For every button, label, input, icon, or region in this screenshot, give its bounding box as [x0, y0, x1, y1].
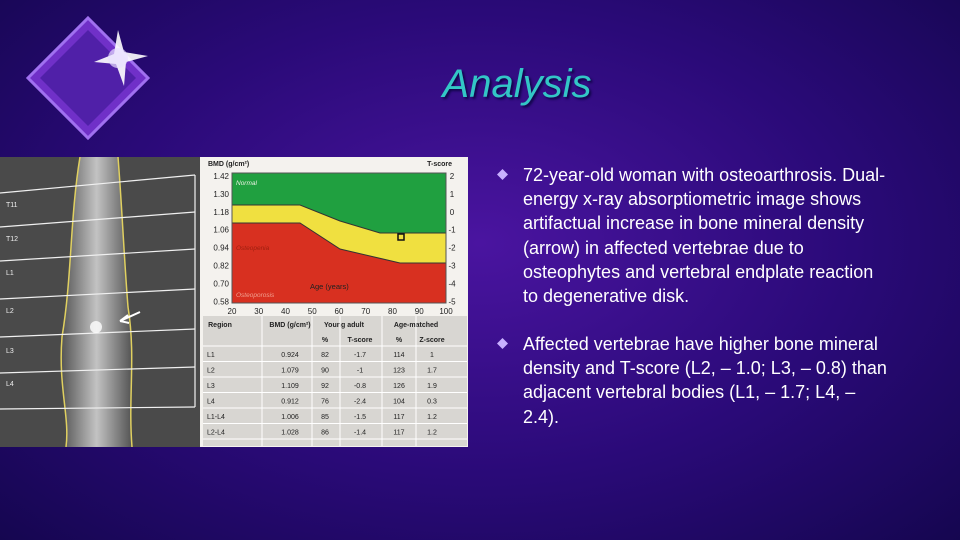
table-cell: L1-L4	[207, 414, 225, 421]
table-cell: 1.109	[281, 383, 299, 390]
table	[203, 316, 467, 446]
table-cell: 85	[321, 414, 329, 421]
y-axis-label: BMD (g/cm²)	[208, 161, 249, 168]
zone-label: Osteoporosis	[236, 292, 275, 299]
table-cell: 90	[321, 368, 329, 375]
zone-label: Osteopenia	[236, 245, 270, 252]
y2-tick-label: -4	[448, 279, 456, 288]
y2-tick-label: -3	[448, 262, 456, 271]
x-tick-label: 50	[308, 307, 317, 316]
table-cell: -1.7	[354, 352, 366, 359]
table-header: BMD (g/cm²)	[269, 322, 310, 329]
table-cell: L4	[207, 399, 215, 406]
scan-label: L1	[6, 270, 14, 277]
y2-tick-label: 0	[450, 208, 455, 217]
table-cell: 123	[393, 368, 405, 375]
y2-tick-label: -2	[448, 244, 456, 253]
table-cell: 1	[430, 352, 434, 359]
zone-label: Normal	[236, 180, 258, 187]
x-tick-label: 100	[439, 307, 453, 316]
figure: T11 T12 L1 L2 L3 L4 BMD (g/cm²) T-score 1.42 1.30…	[0, 157, 468, 447]
bullet-icon	[497, 338, 508, 349]
table-cell: 114	[393, 352, 404, 359]
table-cell: L2	[207, 368, 215, 375]
table-subheader: %	[322, 337, 329, 344]
table-cell: -2.4	[354, 399, 366, 406]
x-tick-label: 70	[361, 307, 370, 316]
table-subheader: T-score	[348, 337, 373, 344]
table-subheader: Z-score	[419, 337, 444, 344]
table-cell: 1.7	[427, 368, 437, 375]
table-cell: 0.3	[427, 399, 437, 406]
table-cell: -1	[357, 368, 363, 375]
slide-title: Analysis	[442, 62, 592, 106]
table-cell: 92	[321, 383, 329, 390]
y2-tick-label: 1	[450, 190, 455, 199]
x-tick-label: 20	[228, 307, 237, 316]
y2-tick-label: 2	[450, 172, 455, 181]
decoration	[25, 15, 151, 141]
x-axis-label: Age (years)	[310, 282, 349, 291]
table-cell: -1.5	[354, 414, 366, 421]
table-cell: 126	[393, 383, 405, 390]
bullet-text: Affected vertebrae have higher bone mine…	[523, 334, 887, 427]
arrow	[119, 311, 141, 324]
y-tick-label: 0.82	[213, 262, 229, 271]
table-cell: 104	[393, 399, 405, 406]
x-tick-label: 60	[335, 307, 344, 316]
x-tick-label: 90	[415, 307, 424, 316]
x-tick-label: 30	[254, 307, 263, 316]
table-cell: 117	[393, 430, 404, 437]
table-header: Region	[208, 322, 232, 329]
table-cell: -1.4	[354, 430, 366, 437]
scan-label: T11	[6, 202, 18, 209]
table-cell: 86	[321, 430, 329, 437]
scan-label: L4	[6, 381, 14, 388]
y-tick-label: 1.18	[213, 208, 229, 217]
table-cell: 1.079	[281, 368, 299, 375]
bullet-text: 72-year-old woman with osteoarthrosis. D…	[523, 165, 886, 307]
table-cell: -0.8	[354, 383, 366, 390]
bullet: 72-year-old woman with osteoarthrosis. D…	[497, 163, 888, 308]
table-cell: 0.924	[281, 352, 299, 359]
scan-label: L3	[6, 348, 14, 355]
table-cell: 0.912	[281, 399, 299, 406]
table-cell: 82	[321, 352, 329, 359]
y-tick-label: 1.06	[213, 226, 229, 235]
y-tick-label: 1.30	[213, 190, 229, 199]
table-subheader: %	[396, 337, 403, 344]
y-tick-label: 1.42	[213, 172, 229, 181]
table-cell: 1.2	[427, 430, 437, 437]
scan-label: L2	[6, 308, 14, 315]
y-tick-label: 0.70	[213, 279, 229, 288]
table-cell: L1	[207, 352, 215, 359]
table-cell: 1.2	[427, 414, 437, 421]
bullet-icon	[497, 169, 508, 180]
table-cell: 1.006	[281, 414, 299, 421]
table-cell: 117	[393, 414, 404, 421]
table-header: Young adult	[324, 322, 365, 329]
table-cell: 1.9	[427, 383, 437, 390]
table-cell: 1.028	[281, 430, 299, 437]
y-tick-label: 0.58	[213, 297, 229, 306]
bullet: Affected vertebrae have higher bone mine…	[497, 332, 888, 429]
y2-tick-label: -5	[448, 297, 456, 306]
y-tick-label: 0.94	[213, 244, 229, 253]
y2-axis-label: T-score	[427, 161, 452, 168]
table-cell: 76	[321, 399, 329, 406]
x-tick-label: 80	[388, 307, 397, 316]
scan-label: T12	[6, 236, 18, 243]
table-cell: L2-L4	[207, 430, 225, 437]
x-tick-label: 40	[281, 307, 290, 316]
y2-tick-label: -1	[448, 226, 456, 235]
table-cell: L3	[207, 383, 215, 390]
patient-marker	[397, 233, 405, 241]
